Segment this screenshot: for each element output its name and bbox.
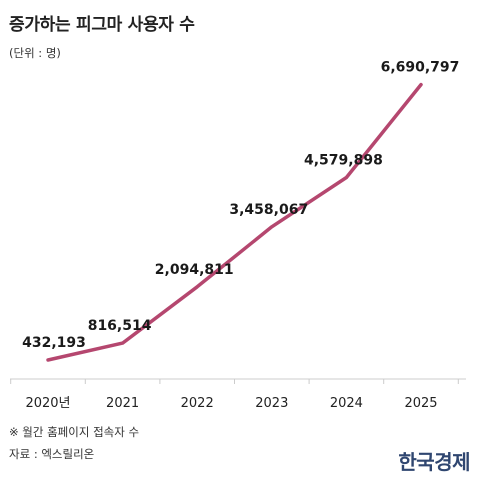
data-label: 2,094,811 <box>155 262 234 278</box>
data-label: 4,579,898 <box>304 152 383 168</box>
data-label: 432,193 <box>22 335 86 351</box>
data-label: 816,514 <box>88 318 152 334</box>
data-label: 3,458,067 <box>229 202 308 218</box>
x-tick-label: 2023 <box>255 396 288 411</box>
unit-label: (단위 : 명) <box>9 46 61 60</box>
chart-title: 증가하는 피그마 사용자 수 <box>9 15 195 35</box>
x-tick-label-layer: 2020년 2021 2022 2023 2024 2025 <box>25 396 437 411</box>
brand-logo: 한국경제 <box>398 450 470 474</box>
series-line <box>46 82 423 362</box>
x-tick-label: 2025 <box>404 396 437 411</box>
source-note: 자료 : 엑스릴리온 <box>9 447 95 461</box>
series-line-layer <box>46 82 423 362</box>
x-axis <box>10 378 466 384</box>
x-tick-label: 2021 <box>106 396 139 411</box>
x-tick-label: 2022 <box>181 396 214 411</box>
x-tick-label: 2024 <box>330 396 363 411</box>
footnote: ※ 월간 홈페이지 접속자 수 <box>9 425 140 439</box>
data-label: 6,690,797 <box>381 60 460 76</box>
x-tick-label: 2020년 <box>25 396 70 411</box>
